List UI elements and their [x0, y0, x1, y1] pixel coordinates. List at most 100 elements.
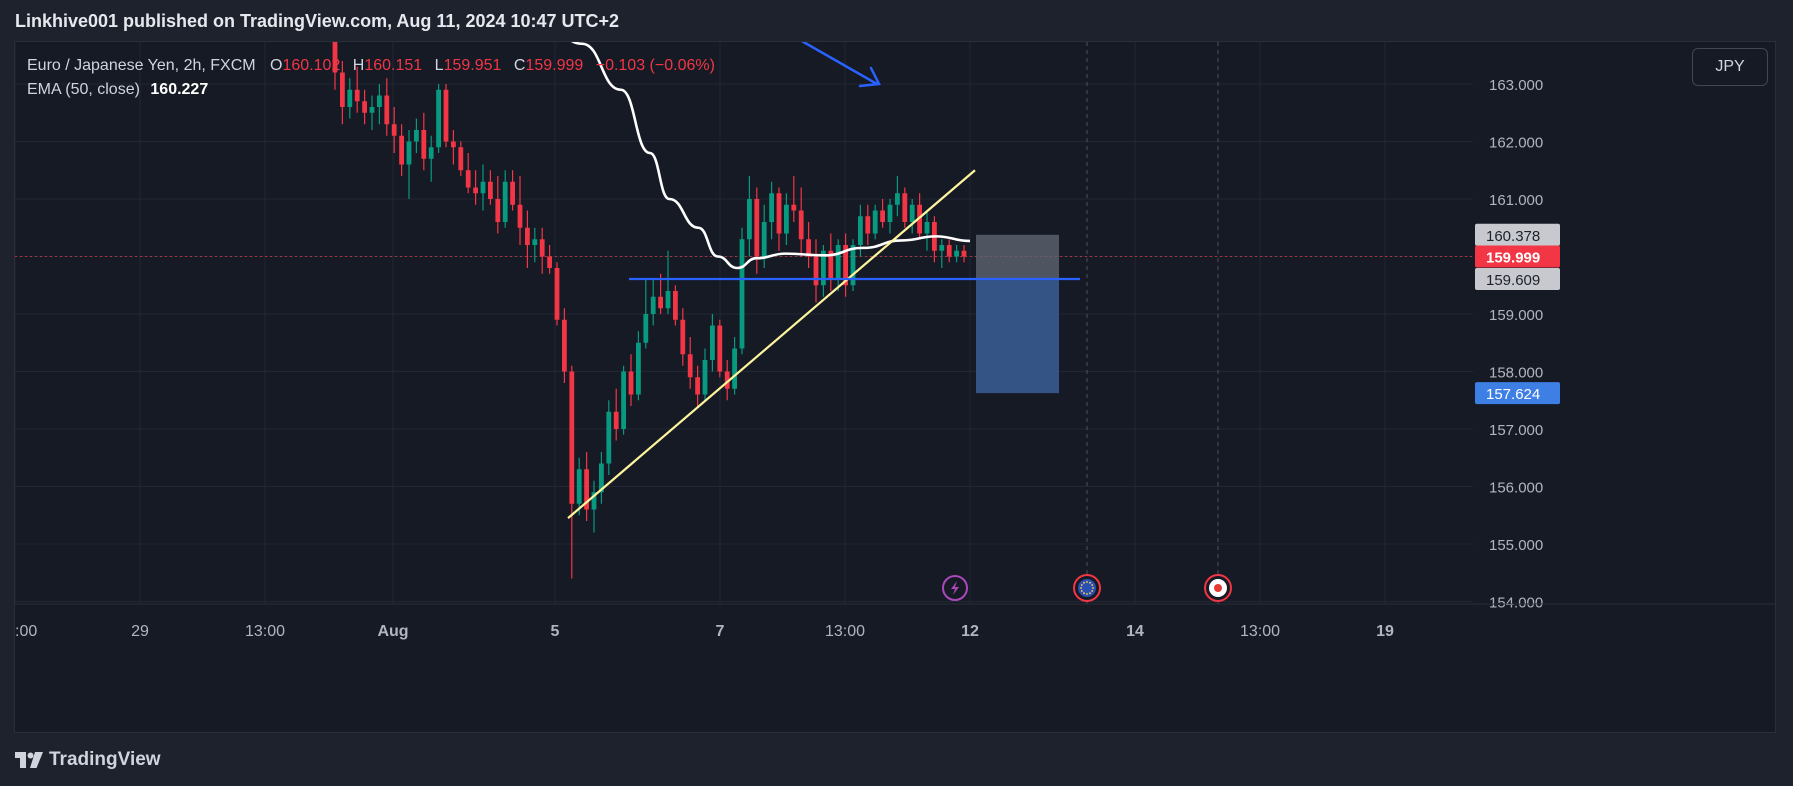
currency-button[interactable]: JPY: [1692, 48, 1768, 86]
candle-body: [710, 325, 715, 360]
price-tag-last: [1475, 245, 1560, 268]
price-tick-label: 158.000: [1489, 365, 1543, 382]
time-tick-label: 5: [551, 623, 560, 640]
candle-body: [887, 204, 893, 222]
candle-body: [532, 239, 538, 245]
candle-body: [798, 210, 804, 240]
price-tick-label: 161.000: [1489, 192, 1543, 209]
price-axis: 163.000 162.000 161.000 159.000 158.000 157.0…: [1473, 42, 1775, 612]
price-tick-label: 157.000: [1489, 422, 1543, 439]
eu-star: [1080, 590, 1083, 592]
eu-star: [1091, 590, 1094, 592]
candle-body: [895, 193, 900, 205]
legend-row-ohlc: Euro / Japanese Yen, 2h, FXCM O160.102 H…: [27, 54, 715, 78]
candle-body: [917, 204, 922, 234]
eu-flag-disc: [1078, 579, 1096, 597]
publish-header: Linkhive001 published on TradingView.com…: [0, 0, 1793, 42]
time-tick-label: 13:00: [245, 623, 285, 640]
overlays-front: [567, 42, 1080, 519]
ema-value: 160.227: [150, 81, 209, 98]
price-tag-target: [1475, 382, 1560, 405]
candle-body: [835, 245, 841, 280]
price-tick-label: 156.000: [1489, 480, 1543, 497]
publish-line: Linkhive001 published on TradingView.com…: [15, 10, 620, 31]
candle-body: [377, 95, 382, 107]
eu-star: [1086, 581, 1088, 583]
ascending-trendline: [567, 169, 976, 519]
time-tick-label: 13:00: [1240, 623, 1280, 640]
chart-panel[interactable]: 163.000 162.000 161.000 159.000 158.000 157.0…: [14, 41, 1776, 733]
candle-body: [813, 256, 819, 286]
candle-body: [599, 463, 604, 493]
eu-star: [1080, 587, 1082, 589]
candle-body: [591, 492, 597, 510]
time-tick-label: 14: [1126, 623, 1144, 640]
open-value: 160.102: [282, 57, 341, 74]
candle-body: [784, 204, 789, 234]
eu-star: [1089, 592, 1091, 595]
candle-body: [621, 371, 626, 429]
candle-body: [576, 469, 582, 504]
price-tag-label-last: 159.999: [1486, 250, 1540, 267]
candle-body: [613, 411, 619, 429]
candle-body: [717, 325, 723, 372]
eu-star: [1080, 584, 1083, 586]
price-tick-label: 163.000: [1489, 77, 1543, 94]
low-value: 159.951: [443, 57, 502, 74]
time-axis: :00 29 13:00 Aug 5 7 13:00 12 14 13:00 19: [15, 603, 1775, 640]
close-label: C: [513, 57, 526, 74]
candle-body: [480, 181, 486, 194]
candle-body: [443, 89, 449, 142]
candle-body: [650, 296, 656, 314]
candle-body: [924, 222, 930, 234]
ema-label: EMA (50, close): [27, 81, 140, 98]
open-label: O: [270, 57, 283, 74]
symbol-label: Euro / Japanese Yen, 2h, FXCM: [27, 57, 256, 74]
price-tag-label-target: 157.624: [1486, 386, 1540, 403]
candle-body: [909, 204, 915, 222]
candle-body: [436, 89, 441, 148]
eu-star: [1089, 581, 1091, 584]
candle-body: [865, 216, 871, 234]
candle-body: [340, 72, 345, 107]
candle-body: [406, 141, 412, 165]
candle-body: [776, 193, 782, 234]
event-markers: [942, 574, 1232, 602]
candle-body: [961, 250, 967, 257]
candle-body: [902, 193, 908, 222]
candle-body: [502, 181, 508, 222]
chart-canvas[interactable]: 163.000 162.000 161.000 159.000 158.000 157.0…: [15, 42, 1775, 732]
candle-body: [658, 296, 663, 309]
candle-body: [732, 348, 737, 389]
time-tick-label: :00: [15, 623, 37, 640]
tradingview-logo[interactable]: TradingView: [15, 749, 161, 771]
eu-star: [1091, 584, 1094, 586]
candle-body: [562, 319, 567, 372]
candle-body: [539, 239, 545, 257]
change-value: −0.103 (−0.06%): [595, 57, 715, 74]
candle-body: [791, 204, 797, 211]
footer: TradingView: [0, 733, 1793, 786]
close-value: 159.999: [525, 57, 584, 74]
candle-body: [946, 245, 952, 257]
candle-body: [391, 124, 397, 136]
candle-body: [414, 130, 419, 142]
overlays-back: [976, 234, 1059, 394]
candle-body: [806, 239, 811, 257]
candle-body: [628, 371, 634, 395]
candle-body: [850, 245, 856, 286]
price-tag-entry: [1475, 267, 1560, 290]
candle-body: [362, 101, 367, 113]
eu-star: [1083, 581, 1085, 584]
candle-body: [821, 250, 826, 286]
candle-body: [858, 216, 863, 245]
eu-star: [1086, 593, 1088, 595]
candle-body: [636, 342, 641, 395]
candle-body: [828, 250, 834, 280]
candle-body: [495, 199, 501, 222]
candle-body: [554, 268, 560, 320]
eu-star: [1092, 587, 1094, 589]
candle-body: [473, 187, 478, 194]
candle-body: [384, 95, 390, 125]
candle-body: [724, 371, 730, 389]
